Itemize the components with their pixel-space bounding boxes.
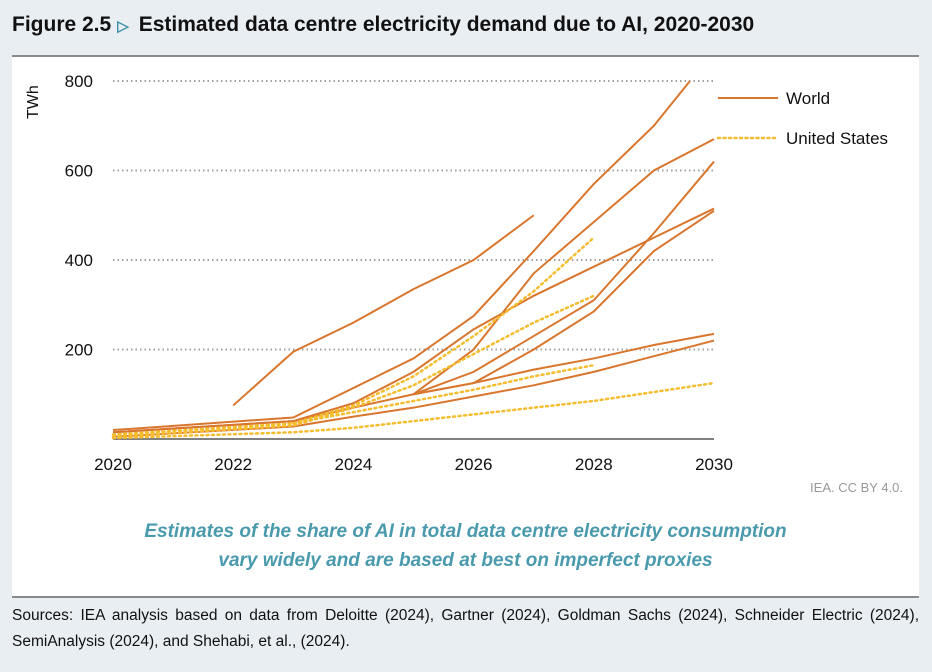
us-series-line [111,381,716,440]
x-tick-label: 2022 [214,455,252,474]
x-tick-label: 2024 [334,455,372,474]
legend-label-united-states: United States [786,129,888,148]
legend-label-world: World [786,89,830,108]
y-axis-label: TWh [25,85,42,119]
chart-panel: 200 400 600 800 2020 2022 2024 2026 2028 2030 TWh … [12,55,919,598]
credit-text: IEA. CC BY 4.0. [810,480,903,495]
triangle-right-icon: ▷ [117,18,129,35]
y-tick-label: 800 [65,72,93,91]
figure-title-text: Estimated data centre electricity demand… [138,13,755,36]
y-tick-label: 400 [65,251,93,270]
caption-line-2: vary widely and are based at best on imp… [218,550,713,571]
x-tick-label: 2030 [695,455,733,474]
figure-label: Figure 2.5 [12,13,112,36]
world-series-line [112,332,715,434]
caption: Estimates of the share of AI in total da… [12,517,919,575]
world-series-line [232,214,535,407]
sources-note: Sources: IEA analysis based on data from… [12,607,919,650]
y-tick-label: 200 [65,341,93,360]
us-series-line [111,236,596,436]
figure-title: Figure 2.5 ▷ Estimated data centre electri… [12,13,754,37]
world-series-line [412,138,715,396]
world-series-line [112,207,715,434]
x-tick-label: 2028 [575,455,613,474]
y-tick-label: 600 [65,162,93,181]
world-series-line [413,209,715,396]
world-series-line [413,160,715,396]
x-tick-label: 2026 [455,455,493,474]
us-series-line [111,294,596,439]
caption-line-1: Estimates of the share of AI in total da… [144,521,787,542]
world-series-line [112,339,715,438]
x-tick-label: 2020 [94,455,132,474]
world-series-line [112,80,691,432]
us-series-line [292,363,596,425]
